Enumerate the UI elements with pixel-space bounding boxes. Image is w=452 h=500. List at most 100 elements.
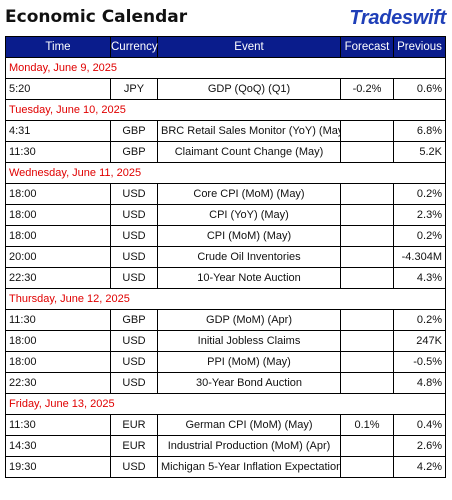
event-currency: EUR — [110, 435, 158, 457]
event-currency: JPY — [110, 78, 158, 100]
date-row: Friday, June 13, 2025 — [5, 393, 446, 415]
event-name: GDP (QoQ) (Q1) — [157, 78, 341, 100]
event-forecast — [340, 225, 394, 247]
event-currency: USD — [110, 372, 158, 394]
event-time: 11:30 — [5, 141, 111, 163]
event-previous: 4.3% — [393, 267, 446, 289]
event-time: 11:30 — [5, 309, 111, 331]
event-previous: 5.2K — [393, 141, 446, 163]
event-name: Industrial Production (MoM) (Apr) — [157, 435, 341, 457]
event-name: Core CPI (MoM) (May) — [157, 183, 341, 205]
table-row: 20:00 USD Crude Oil Inventories -4.304M — [5, 246, 446, 268]
event-name: Claimant Count Change (May) — [157, 141, 341, 163]
event-previous: 4.2% — [393, 456, 446, 478]
event-currency: USD — [110, 246, 158, 268]
event-name: BRC Retail Sales Monitor (YoY) (May) — [157, 120, 341, 142]
event-forecast — [340, 330, 394, 352]
event-name: 30-Year Bond Auction — [157, 372, 341, 394]
event-currency: GBP — [110, 120, 158, 142]
event-time: 19:30 — [5, 456, 111, 478]
event-previous: 2.6% — [393, 435, 446, 457]
table-row: 19:30 USD Michigan 5-Year Inflation Expect… — [5, 456, 446, 478]
event-currency: USD — [110, 183, 158, 205]
event-name: 10-Year Note Auction — [157, 267, 341, 289]
economic-calendar-table: Time Currency Event Forecast Previous Mo… — [5, 36, 446, 478]
event-forecast — [340, 246, 394, 268]
event-currency: USD — [110, 456, 158, 478]
date-row: Thursday, June 12, 2025 — [5, 288, 446, 310]
table-row: 11:30 EUR German CPI (MoM) (May) 0.1% 0.4% — [5, 414, 446, 436]
event-time: 22:30 — [5, 267, 111, 289]
table-row: 18:00 USD PPI (MoM) (May) -0.5% — [5, 351, 446, 373]
event-forecast — [340, 456, 394, 478]
table-row: 22:30 USD 30-Year Bond Auction 4.8% — [5, 372, 446, 394]
event-previous: 247K — [393, 330, 446, 352]
date-label: Friday, June 13, 2025 — [5, 393, 446, 415]
event-forecast: -0.2% — [340, 78, 394, 100]
event-currency: GBP — [110, 141, 158, 163]
event-name: CPI (YoY) (May) — [157, 204, 341, 226]
event-previous: 0.2% — [393, 309, 446, 331]
event-time: 18:00 — [5, 351, 111, 373]
event-previous: 0.2% — [393, 225, 446, 247]
event-name: GDP (MoM) (Apr) — [157, 309, 341, 331]
event-forecast — [340, 204, 394, 226]
column-header-currency: Currency — [110, 36, 158, 58]
page-title: Economic Calendar — [5, 7, 188, 27]
event-forecast — [340, 120, 394, 142]
event-name: Initial Jobless Claims — [157, 330, 341, 352]
event-currency: USD — [110, 267, 158, 289]
event-name: PPI (MoM) (May) — [157, 351, 341, 373]
column-header-previous: Previous — [393, 36, 446, 58]
event-previous: 0.2% — [393, 183, 446, 205]
date-row: Wednesday, June 11, 2025 — [5, 162, 446, 184]
date-label: Thursday, June 12, 2025 — [5, 288, 446, 310]
event-previous: 0.4% — [393, 414, 446, 436]
table-row: 18:00 USD CPI (YoY) (May) 2.3% — [5, 204, 446, 226]
date-label: Monday, June 9, 2025 — [5, 57, 446, 79]
event-previous: 4.8% — [393, 372, 446, 394]
event-forecast — [340, 267, 394, 289]
table-header-row: Time Currency Event Forecast Previous — [5, 36, 446, 58]
event-previous: 6.8% — [393, 120, 446, 142]
event-previous: 0.6% — [393, 78, 446, 100]
event-currency: EUR — [110, 414, 158, 436]
date-row: Tuesday, June 10, 2025 — [5, 99, 446, 121]
column-header-forecast: Forecast — [340, 36, 394, 58]
date-label: Wednesday, June 11, 2025 — [5, 162, 446, 184]
table-row: 14:30 EUR Industrial Production (MoM) (Apr… — [5, 435, 446, 457]
table-row: 11:30 GBP GDP (MoM) (Apr) 0.2% — [5, 309, 446, 331]
event-previous: -4.304M — [393, 246, 446, 268]
table-row: 5:20 JPY GDP (QoQ) (Q1) -0.2% 0.6% — [5, 78, 446, 100]
event-forecast — [340, 141, 394, 163]
table-row: 18:00 USD Core CPI (MoM) (May) 0.2% — [5, 183, 446, 205]
event-forecast — [340, 372, 394, 394]
event-time: 18:00 — [5, 330, 111, 352]
event-currency: USD — [110, 225, 158, 247]
event-time: 18:00 — [5, 204, 111, 226]
event-time: 11:30 — [5, 414, 111, 436]
event-time: 18:00 — [5, 183, 111, 205]
table-row: 4:31 GBP BRC Retail Sales Monitor (YoY) (M… — [5, 120, 446, 142]
event-forecast — [340, 351, 394, 373]
table-row: 18:00 USD Initial Jobless Claims 247K — [5, 330, 446, 352]
event-currency: USD — [110, 204, 158, 226]
event-time: 4:31 — [5, 120, 111, 142]
event-name: Michigan 5-Year Inflation Expectations (… — [157, 456, 341, 478]
event-time: 20:00 — [5, 246, 111, 268]
event-time: 14:30 — [5, 435, 111, 457]
event-currency: GBP — [110, 309, 158, 331]
brand-logo: Tradeswift — [349, 7, 446, 29]
event-name: Crude Oil Inventories — [157, 246, 341, 268]
event-time: 5:20 — [5, 78, 111, 100]
event-previous: -0.5% — [393, 351, 446, 373]
event-name: German CPI (MoM) (May) — [157, 414, 341, 436]
event-forecast — [340, 435, 394, 457]
event-currency: USD — [110, 330, 158, 352]
event-forecast: 0.1% — [340, 414, 394, 436]
event-previous: 2.3% — [393, 204, 446, 226]
event-name: CPI (MoM) (May) — [157, 225, 341, 247]
table-row: 18:00 USD CPI (MoM) (May) 0.2% — [5, 225, 446, 247]
column-header-event: Event — [157, 36, 341, 58]
column-header-time: Time — [5, 36, 111, 58]
